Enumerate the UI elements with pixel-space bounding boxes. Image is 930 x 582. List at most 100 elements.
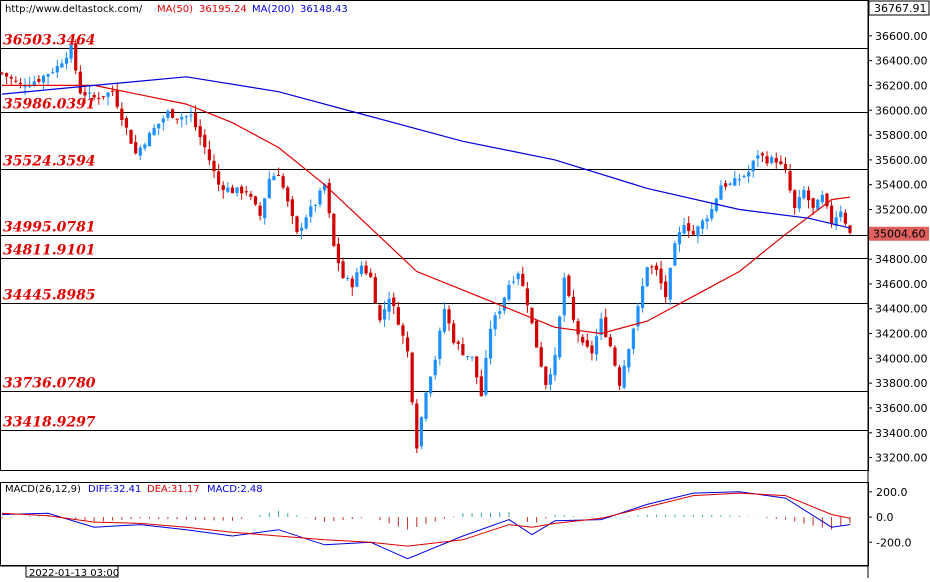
candle-body [470, 356, 474, 358]
candle-body [235, 187, 239, 194]
candle-body [590, 345, 594, 354]
candle-body [797, 197, 801, 209]
candle-body [691, 230, 695, 235]
candle-body [198, 126, 202, 138]
candle-body [4, 73, 9, 77]
level-label: 35524.3594 [3, 154, 96, 170]
candle-body [677, 232, 682, 245]
candle-body [51, 71, 55, 73]
candle-body [249, 193, 253, 197]
candle-body [147, 132, 152, 147]
candle-body [359, 265, 364, 274]
price-tick-label: 33600.00 [875, 402, 928, 415]
candle-body [41, 75, 46, 83]
ma200-label: MA(200) [252, 4, 294, 15]
price-tick-label: 33200.00 [875, 452, 928, 465]
candle-body [221, 185, 225, 191]
macd-tick-label: 0.0 [876, 511, 894, 524]
candle-body [461, 344, 465, 356]
candle-body [484, 357, 488, 395]
price-tick-label: 33400.00 [875, 427, 928, 440]
candle-body [120, 108, 124, 121]
price-tick-label: 35800.00 [875, 129, 928, 142]
price-tick-label: 34200.00 [875, 328, 928, 341]
candle-body [811, 198, 815, 208]
candle-body [332, 213, 336, 246]
price-tick-label: 36600.00 [875, 30, 928, 43]
candle-body [682, 224, 686, 234]
candle-body [839, 211, 843, 218]
candle-body [479, 376, 483, 397]
candle-body [511, 281, 516, 283]
candle-body [622, 365, 626, 388]
candle-body [290, 199, 294, 216]
candle-body [530, 307, 534, 324]
candle-body [617, 367, 622, 386]
candle-body [37, 78, 41, 82]
candle-body [226, 187, 230, 192]
current-price: 35004.60 [873, 228, 926, 241]
candle-body [507, 284, 511, 300]
price-tick-label: 36000.00 [875, 104, 928, 117]
candle-body [55, 66, 59, 73]
price-tick-label: 35200.00 [875, 203, 928, 216]
ma200-line [1, 76, 851, 229]
candle-body [737, 179, 742, 181]
candle-body [18, 82, 23, 85]
candle-body [465, 356, 470, 358]
ma50-label: MA(50) [157, 4, 193, 15]
candle-body [631, 328, 636, 350]
candle-body [115, 90, 119, 107]
top-value-box [868, 0, 930, 16]
candle-body [382, 309, 387, 320]
candle-body [276, 174, 281, 176]
candle-body [834, 217, 838, 226]
macd-tick-label: 200.0 [876, 486, 908, 499]
candle-body [101, 96, 106, 98]
candle-body [806, 190, 811, 201]
candle-body [419, 417, 424, 447]
candle-body [627, 349, 631, 368]
current-price-box [869, 226, 929, 241]
candle-body [452, 323, 456, 343]
level-label: 33736.0780 [3, 376, 96, 392]
ma200-value: 36148.43 [300, 4, 348, 15]
candle-body [668, 267, 672, 300]
top-value: 36767.91 [874, 2, 927, 15]
candle-body [760, 153, 765, 156]
candle-body [410, 352, 414, 403]
candle-body [401, 325, 405, 336]
candle-body [230, 187, 235, 194]
candle-body [240, 186, 244, 194]
candle-body [705, 218, 709, 222]
support-resistance-levels [0, 48, 868, 431]
candle-body [664, 281, 668, 298]
candle-body [46, 74, 50, 77]
candle-body [442, 308, 447, 332]
candle-body [751, 160, 755, 172]
candle-body [659, 268, 663, 284]
candle-body [129, 129, 133, 144]
ma50-value: 36195.24 [199, 4, 247, 15]
candle-body [258, 205, 262, 216]
candle-body [428, 376, 433, 394]
candle-body [180, 116, 184, 120]
macd-dea-label: DEA:31.17 [147, 484, 200, 495]
candle-body [534, 320, 539, 348]
candle-body [613, 347, 617, 366]
price-axis-ticks: 36600.00 36400.00 36200.00 36000.00 35800.00… [868, 30, 928, 465]
candle-body [433, 359, 437, 376]
level-label: 36503.3464 [3, 33, 96, 49]
candle-body [286, 187, 290, 202]
candle-body [175, 118, 179, 120]
candle-body [820, 194, 824, 203]
macd-diff-label: DIFF:32.41 [88, 484, 141, 495]
candle-body [355, 272, 359, 287]
candle-body [640, 286, 645, 308]
candle-body [700, 220, 705, 229]
candle-body [309, 206, 313, 217]
candle-body [64, 57, 69, 64]
candle-body [770, 157, 774, 164]
